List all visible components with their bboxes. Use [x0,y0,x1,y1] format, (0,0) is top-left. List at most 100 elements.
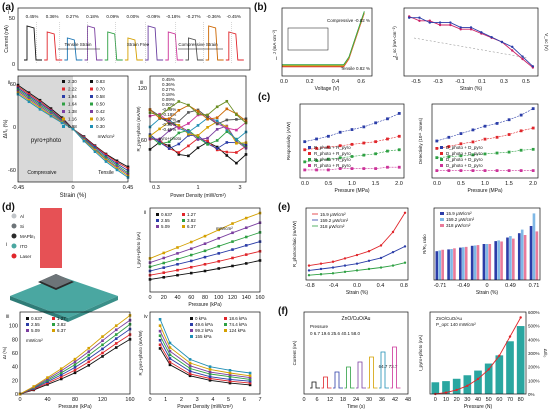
series-2-point [27,94,31,97]
legend-label: D_photo + D_pyro [446,163,483,168]
series-1-point [235,151,238,154]
series-1-point [215,148,219,152]
series-3-point [101,343,104,347]
series-point [397,134,401,138]
legend-marker [156,213,159,216]
x-axis-label: Power Density (mW/cm²) [170,193,226,199]
series-4-point [189,247,193,251]
x-tick-label: 1.5 [505,181,513,187]
series-4-point [215,128,219,131]
legend-label: 0.18% [162,92,175,97]
legend-marker [90,125,93,128]
current-pulse-line [64,37,83,61]
bar [470,245,474,280]
panel-tag-e: (e) [278,202,291,213]
series-0-point [158,347,162,350]
bar [453,248,456,280]
legend-label: R_photo + R_pyro [314,151,351,156]
series-8-point [187,111,190,114]
series-3-point [27,95,31,99]
x-tick-label: 0.4 [377,283,385,289]
series-3-point [215,139,219,142]
bar [447,249,450,280]
x-tick-label: -0.71 [434,283,447,289]
legend-marker [11,213,17,219]
series-point [315,137,318,141]
series-5-point [208,368,212,371]
series-0-point [208,379,212,382]
y-axis-label: R_photovoltaic (mA/W) [292,220,297,267]
series-5-point [177,124,181,127]
x-tick-label: 60 [496,397,502,403]
legend-label: -0.18% [162,112,176,117]
chart-d-ii-frame [149,207,261,293]
series-0-point [189,271,193,275]
bar [461,247,465,280]
series-point [471,128,475,132]
series-2-point [73,366,77,369]
series-2-point [215,147,219,150]
series-8-point [215,122,219,126]
series-2-point [391,264,395,267]
strain-label: 0.18% [86,14,99,19]
series-1-point [87,360,91,364]
legend-marker [90,95,93,98]
bar [506,237,509,280]
series-4-point [59,369,63,373]
legend-label: R_photo + R_pyro [314,145,351,150]
voc-point [407,16,411,19]
series-5-point [38,106,42,110]
series-2-point [104,154,108,158]
legend-marker [52,323,55,326]
x-tick-label: 120 [228,295,237,301]
series-point [507,118,511,122]
bar [442,381,450,394]
x-tick-label: 140 [242,295,251,301]
series-point [531,126,535,130]
series-5-line [159,325,251,377]
legend-marker [182,213,185,216]
legend-label: 0 kPa [195,316,207,321]
legend-marker [440,218,444,221]
x-tick-label: 80 [202,295,208,301]
series-0-point [114,346,118,349]
strain-label: -0.18% [166,14,180,19]
series-point [531,107,535,111]
x-tick-label: 6 [315,397,318,403]
series-1-line [308,245,406,271]
series-point [495,135,499,139]
series-6-point [188,358,192,361]
current-pulse-line [165,31,184,61]
x-tick-label: -0.8 [305,283,314,289]
y-tick-label: 60 [12,351,18,357]
series-6-point [248,371,252,375]
chart-a-ii: -0.45 0 0.45 60 0 -60 Strain (%) ΔI/I₀ (%) Compr… [3,76,133,199]
series-point [507,169,511,172]
current-pulse-line [124,37,143,61]
x-tick-label: 0.45 [123,185,134,191]
series-point [326,134,330,138]
y-axis-label: R/R₀ ratio [422,234,427,254]
y-tick-label: 0 [12,62,15,68]
series-4-point [228,373,232,377]
y-tick-label: 60 [141,138,147,144]
series-1-point [176,268,179,272]
series-6-point [158,317,162,321]
series-4-point [162,256,166,260]
legend-marker [224,323,227,326]
series-0-point [367,250,371,253]
series-1-point [206,139,209,143]
series-1-point [319,267,323,271]
legend-marker [224,329,227,332]
y-tick-label-right: 500% [528,324,540,329]
current-pulse-line [225,31,244,61]
series-5-point [104,158,108,162]
series-line [436,108,534,142]
series-5-point [189,240,193,244]
legend-unit: mW/cm² [26,338,43,343]
current-pulse-line [390,346,401,389]
series-2-point [176,262,179,266]
series-3-point [206,143,209,146]
bar [488,244,492,280]
bar [523,235,527,280]
